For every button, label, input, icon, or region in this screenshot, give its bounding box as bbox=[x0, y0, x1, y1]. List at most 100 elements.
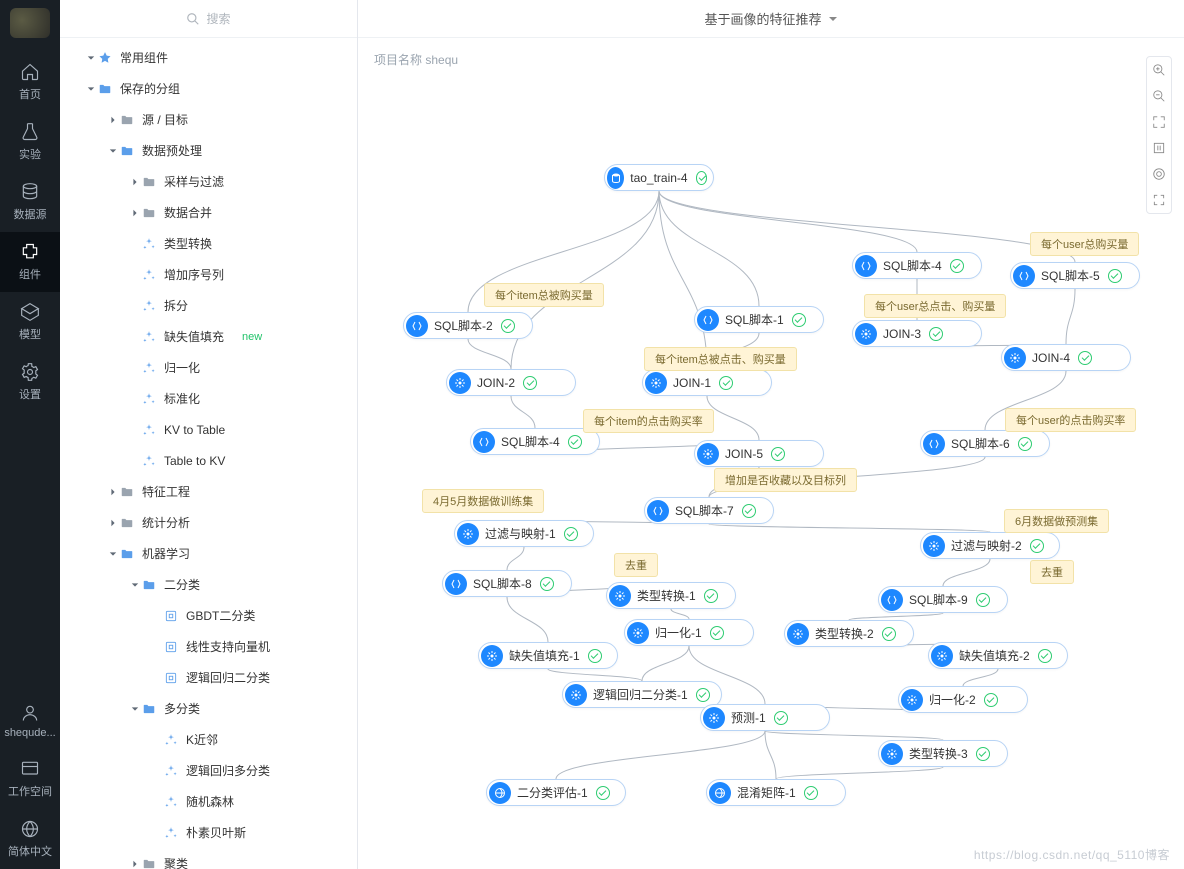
workflow-node[interactable]: JOIN-1 bbox=[642, 369, 772, 396]
tree-item[interactable]: 拆分 bbox=[60, 290, 357, 321]
workflow-node[interactable]: SQL脚本-4 bbox=[470, 428, 600, 455]
nav-language[interactable]: 简体中文 bbox=[0, 809, 60, 869]
node-type-icon bbox=[787, 623, 809, 645]
nav-settings[interactable]: 设置 bbox=[0, 352, 60, 412]
expand-icon bbox=[106, 550, 120, 558]
node-type-icon bbox=[647, 500, 669, 522]
fit-button[interactable] bbox=[1146, 109, 1172, 135]
tree-item[interactable]: 多分类 bbox=[60, 693, 357, 724]
tree-item[interactable]: 源 / 目标 bbox=[60, 104, 357, 135]
tree-item[interactable]: 类型转换 bbox=[60, 228, 357, 259]
tree-item[interactable]: 逻辑回归多分类 bbox=[60, 755, 357, 786]
tree-item[interactable]: 标准化 bbox=[60, 383, 357, 414]
tree-label: GBDT二分类 bbox=[186, 607, 255, 624]
node-label: 过滤与映射-1 bbox=[481, 525, 564, 542]
tree-item[interactable]: 随机森林 bbox=[60, 786, 357, 817]
node-type-icon bbox=[881, 589, 903, 611]
tree-item[interactable]: 归一化 bbox=[60, 352, 357, 383]
zoom-out-button[interactable] bbox=[1146, 83, 1172, 109]
zoom-in-button[interactable] bbox=[1146, 57, 1172, 83]
nav-user[interactable]: shequde... bbox=[0, 693, 60, 749]
node-label: 类型转换-2 bbox=[811, 625, 882, 642]
workflow-node[interactable]: SQL脚本-5 bbox=[1010, 262, 1140, 289]
node-label: 过滤与映射-2 bbox=[947, 537, 1030, 554]
workflow-node[interactable]: SQL脚本-9 bbox=[878, 586, 1008, 613]
node-label: JOIN-3 bbox=[879, 327, 929, 341]
tree-item[interactable]: 统计分析 bbox=[60, 507, 357, 538]
tree-item[interactable]: 机器学习 bbox=[60, 538, 357, 569]
tree-item[interactable]: 二分类 bbox=[60, 569, 357, 600]
status-success-icon bbox=[596, 786, 610, 800]
tree-item[interactable]: 保存的分组 bbox=[60, 73, 357, 104]
tree-item[interactable]: 常用组件 bbox=[60, 42, 357, 73]
tree-item[interactable]: GBDT二分类 bbox=[60, 600, 357, 631]
workflow-canvas[interactable]: tao_train-4 SQL脚本-2 SQL脚本-1 SQL脚本-4 SQL脚本-5 J… bbox=[358, 38, 1184, 869]
workflow-node[interactable]: 缺失值填充-1 bbox=[478, 642, 618, 669]
tree-item[interactable]: Table to KV bbox=[60, 445, 357, 476]
workflow-node[interactable]: JOIN-4 bbox=[1001, 344, 1131, 371]
node-type-icon bbox=[449, 372, 471, 394]
status-success-icon bbox=[742, 504, 756, 518]
fullscreen-button[interactable] bbox=[1146, 187, 1172, 213]
workflow-node[interactable]: 类型转换-3 bbox=[878, 740, 1008, 767]
tree-item[interactable]: 增加序号列 bbox=[60, 259, 357, 290]
expand-icon bbox=[128, 705, 142, 713]
nav-components[interactable]: 组件 bbox=[0, 232, 60, 292]
nav-datasource[interactable]: 数据源 bbox=[0, 172, 60, 232]
actual-size-button[interactable] bbox=[1146, 135, 1172, 161]
nav-experiment[interactable]: 实验 bbox=[0, 112, 60, 172]
search-bar[interactable]: 搜索 bbox=[60, 0, 357, 38]
tree-item[interactable]: K近邻 bbox=[60, 724, 357, 755]
workflow-node[interactable]: 混淆矩阵-1 bbox=[706, 779, 846, 806]
tree-label: 源 / 目标 bbox=[142, 111, 188, 128]
tree-item[interactable]: 线性支持向量机 bbox=[60, 631, 357, 662]
node-label: 类型转换-3 bbox=[905, 745, 976, 762]
status-success-icon bbox=[929, 327, 943, 341]
workflow-node[interactable]: 缺失值填充-2 bbox=[928, 642, 1068, 669]
status-success-icon bbox=[1108, 269, 1122, 283]
tree-item[interactable]: 聚类 bbox=[60, 848, 357, 869]
workflow-node[interactable]: tao_train-4 bbox=[604, 164, 714, 191]
minimap-button[interactable] bbox=[1146, 161, 1172, 187]
tree-label: 归一化 bbox=[164, 359, 200, 376]
tree-item[interactable]: KV to Table bbox=[60, 414, 357, 445]
workflow-node[interactable]: SQL脚本-1 bbox=[694, 306, 824, 333]
node-type-icon bbox=[445, 573, 467, 595]
workflow-node[interactable]: 预测-1 bbox=[700, 704, 830, 731]
tree-item[interactable]: 特征工程 bbox=[60, 476, 357, 507]
workflow-node[interactable]: SQL脚本-4 bbox=[852, 252, 982, 279]
tree-item[interactable]: 数据合并 bbox=[60, 197, 357, 228]
tree-item[interactable]: 朴素贝叶斯 bbox=[60, 817, 357, 848]
tree-item[interactable]: 数据预处理 bbox=[60, 135, 357, 166]
workflow-node[interactable]: JOIN-2 bbox=[446, 369, 576, 396]
nav-home[interactable]: 首页 bbox=[0, 52, 60, 112]
node-label: SQL脚本-1 bbox=[721, 311, 792, 328]
nav-model[interactable]: 模型 bbox=[0, 292, 60, 352]
workflow-node[interactable]: JOIN-3 bbox=[852, 320, 982, 347]
workflow-node[interactable]: 归一化-2 bbox=[898, 686, 1028, 713]
expand-icon bbox=[128, 178, 142, 186]
workflow-node[interactable]: 过滤与映射-1 bbox=[454, 520, 594, 547]
workflow-node[interactable]: SQL脚本-6 bbox=[920, 430, 1050, 457]
annotation-label: 6月数据做预测集 bbox=[1004, 509, 1109, 533]
workflow-node[interactable]: JOIN-5 bbox=[694, 440, 824, 467]
workflow-node[interactable]: 类型转换-2 bbox=[784, 620, 914, 647]
node-type-icon bbox=[901, 689, 923, 711]
workflow-node[interactable]: 过滤与映射-2 bbox=[920, 532, 1060, 559]
tree-item[interactable]: 逻辑回归二分类 bbox=[60, 662, 357, 693]
annotation-label: 去重 bbox=[614, 553, 658, 577]
node-label: 逻辑回归二分类-1 bbox=[589, 686, 696, 703]
workflow-node[interactable]: SQL脚本-7 bbox=[644, 497, 774, 524]
workflow-node[interactable]: 逻辑回归二分类-1 bbox=[562, 681, 722, 708]
workflow-node[interactable]: 二分类评估-1 bbox=[486, 779, 626, 806]
tree-item[interactable]: 采样与过滤 bbox=[60, 166, 357, 197]
tree-item[interactable]: 缺失值填充new bbox=[60, 321, 357, 352]
node-type-icon bbox=[1013, 265, 1035, 287]
nav-workspace[interactable]: 工作空间 bbox=[0, 749, 60, 809]
workflow-node[interactable]: 归一化-1 bbox=[624, 619, 754, 646]
workflow-node[interactable]: 类型转换-1 bbox=[606, 582, 736, 609]
tree-label: 常用组件 bbox=[120, 49, 168, 66]
workflow-node[interactable]: SQL脚本-8 bbox=[442, 570, 572, 597]
page-title[interactable]: 基于画像的特征推荐 bbox=[704, 9, 821, 28]
workflow-node[interactable]: SQL脚本-2 bbox=[403, 312, 533, 339]
